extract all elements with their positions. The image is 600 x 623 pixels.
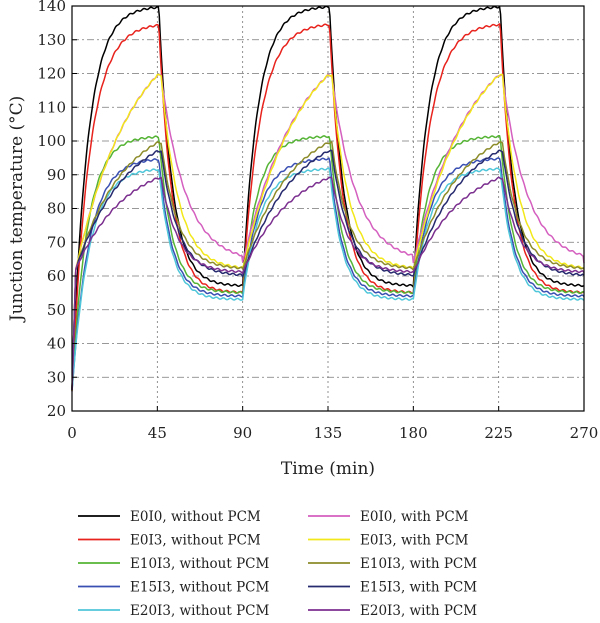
x-tick-label: 180	[399, 424, 428, 442]
series-line	[71, 134, 585, 391]
series-line	[71, 149, 585, 390]
series-line	[71, 176, 585, 391]
y-tick-label: 110	[37, 98, 66, 116]
y-tick-label: 80	[47, 200, 66, 218]
legend-label: E10I3, with PCM	[360, 556, 477, 572]
x-axis-title: Time (min)	[281, 459, 375, 479]
y-tick-label: 70	[47, 233, 66, 251]
series-line	[71, 5, 585, 391]
legend: E0I0, without PCM E0I3, without PCM E10I3,…	[78, 509, 477, 619]
x-tick-label: 135	[314, 424, 343, 442]
legend-label: E10I3, without PCM	[130, 556, 269, 572]
grid-lines	[72, 6, 584, 411]
series-line	[71, 141, 585, 391]
series-lines	[71, 5, 585, 392]
y-tick-label: 140	[37, 0, 66, 15]
legend-label: E20I3, with PCM	[360, 603, 477, 619]
y-tick-label: 90	[47, 166, 66, 184]
legend-label: E15I3, with PCM	[360, 580, 477, 596]
series-line	[71, 157, 585, 391]
y-tick-label: 130	[37, 31, 66, 49]
series-line	[71, 73, 585, 392]
y-tick-label: 30	[47, 368, 66, 386]
legend-label: E0I0, with PCM	[360, 509, 469, 525]
x-tick-label: 45	[148, 424, 167, 442]
x-tick-label: 90	[233, 424, 252, 442]
legend-label: E0I3, with PCM	[360, 533, 469, 549]
y-axis-title: Junction temperature (°C)	[7, 96, 27, 323]
y-tick-label: 40	[47, 335, 66, 353]
y-tick-label: 50	[47, 301, 66, 319]
series-line	[71, 23, 585, 391]
y-tick-label: 60	[47, 267, 66, 285]
y-tick-label: 20	[47, 402, 66, 420]
legend-label: E0I3, without PCM	[130, 533, 261, 549]
y-tick-label: 120	[37, 65, 66, 83]
legend-label: E20I3, without PCM	[130, 603, 269, 619]
axis-ticks: 20 30 40 50 60 70 80 90 100 110 120 130 140 0 45 90 135 1…	[37, 0, 598, 442]
x-tick-label: 225	[484, 424, 513, 442]
legend-label: E0I0, without PCM	[130, 509, 261, 525]
y-tick-label: 100	[37, 132, 66, 150]
series-line	[71, 167, 585, 392]
x-tick-label: 0	[67, 424, 77, 442]
x-tick-label: 270	[570, 424, 599, 442]
legend-label: E15I3, without PCM	[130, 580, 269, 596]
